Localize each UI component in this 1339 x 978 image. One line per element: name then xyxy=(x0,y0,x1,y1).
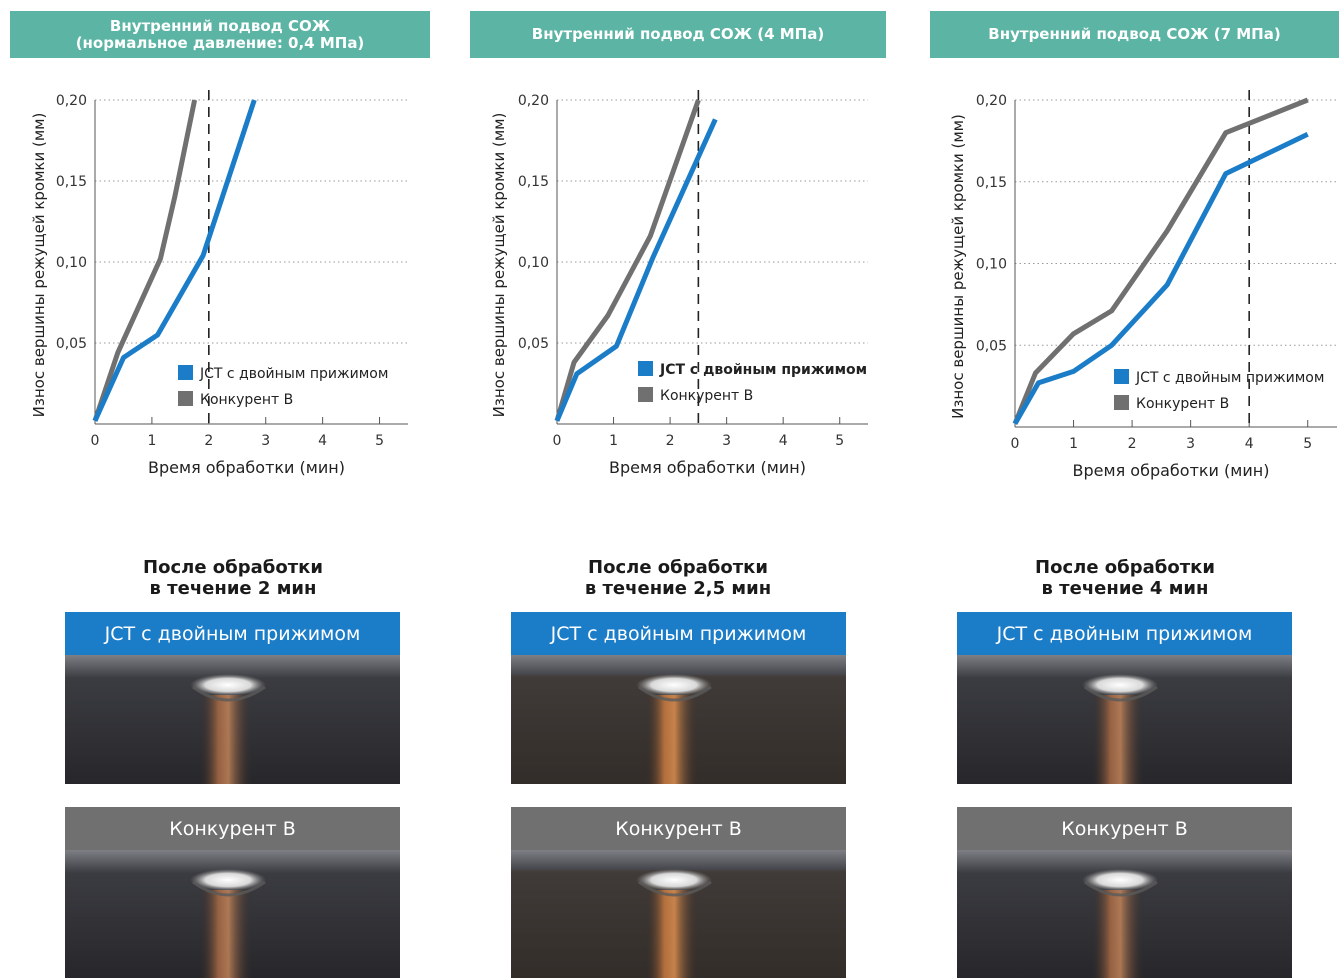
y-tick-label: 0,10 xyxy=(518,255,549,271)
x-tick-label: 5 xyxy=(375,433,384,449)
legend-label: JCT с двойным прижимом xyxy=(1135,370,1324,386)
panel-3-chart: 0,05 0,10 0,15 0,20 0 1 2 3 4 5 JCT с двойным приж… xyxy=(949,90,1337,480)
panel-1-after-title: После обработки в течение 2 мин xyxy=(73,557,393,599)
x-tick-label: 5 xyxy=(835,433,844,449)
x-tick-label: 4 xyxy=(779,433,788,449)
x-tick-label: 1 xyxy=(147,433,156,449)
y-tick-label: 0,10 xyxy=(56,255,87,271)
x-tick-label: 5 xyxy=(1303,436,1312,452)
y-tick-label: 0,10 xyxy=(976,257,1007,273)
legend-swatch xyxy=(178,365,193,380)
panel-3-competitor-photo xyxy=(957,850,1292,978)
x-tick-label: 4 xyxy=(1245,436,1254,452)
y-axis-label: Износ вершины режущей кромки (мм) xyxy=(490,113,508,418)
panel-1-chart: 0,05 0,10 0,15 0,20 0 1 2 3 4 5 JCT с двойным приж… xyxy=(30,90,408,477)
legend-label: JCT с двойным прижимом xyxy=(199,366,388,382)
panel-2-jct-band: JCT с двойным прижимом xyxy=(511,612,846,655)
panel-1-jct-photo xyxy=(65,655,400,784)
x-tick-label: 2 xyxy=(1128,436,1137,452)
x-tick-label: 3 xyxy=(1186,436,1195,452)
legend-swatch xyxy=(1114,369,1129,384)
series-line xyxy=(554,99,701,422)
panel-2-chart: 0,05 0,10 0,15 0,20 0 1 2 3 4 5 JCT с двойным приж… xyxy=(490,90,868,477)
panel-1-competitor-band: Конкурент B xyxy=(65,807,400,850)
series-line xyxy=(92,99,198,422)
series-line xyxy=(92,99,257,422)
x-tick-label: 1 xyxy=(1069,436,1078,452)
legend-swatch xyxy=(638,361,653,376)
series-line xyxy=(1012,97,1309,425)
x-axis-label: Время обработки (мин) xyxy=(609,458,806,477)
panel-3-jct-band: JCT с двойным прижимом xyxy=(957,612,1292,655)
panel-3-jct-photo xyxy=(957,655,1292,784)
y-tick-label: 0,15 xyxy=(976,175,1007,191)
y-axis-label: Износ вершины режущей кромки (мм) xyxy=(30,113,48,418)
x-tick-label: 0 xyxy=(1011,436,1020,452)
panel-3-after-title: После обработки в течение 4 мин xyxy=(965,557,1285,599)
panel-1-after-title-line-1: После обработки xyxy=(143,557,323,578)
panel-3-after-title-line-1: После обработки xyxy=(1035,557,1215,578)
y-tick-label: 0,20 xyxy=(56,93,87,109)
panel-1-jct-band: JCT с двойным прижимом xyxy=(65,612,400,655)
y-tick-label: 0,05 xyxy=(976,338,1007,354)
legend-label: Конкурент B xyxy=(1136,396,1229,412)
y-tick-label: 0,15 xyxy=(518,174,549,190)
panel-3-competitor-band: Конкурент B xyxy=(957,807,1292,850)
series-line xyxy=(1012,132,1309,425)
y-tick-label: 0,15 xyxy=(56,174,87,190)
panel-1-header-line-1: Внутренний подвод СОЖ xyxy=(109,16,331,35)
legend-swatch xyxy=(178,391,193,406)
panel-2-header-line-1: Внутренний подвод СОЖ (4 МПа) xyxy=(531,25,825,43)
panel-2-jct-photo xyxy=(511,655,846,784)
x-axis-label: Время обработки (мин) xyxy=(148,458,345,477)
x-axis-label: Время обработки (мин) xyxy=(1073,461,1270,480)
panel-2-after-title-line-2: в течение 2,5 мин xyxy=(584,578,772,599)
y-axis-label: Износ вершины режущей кромки (мм) xyxy=(949,114,967,419)
panel-2-competitor-photo xyxy=(511,850,846,978)
y-tick-label: 0,05 xyxy=(518,336,549,352)
x-tick-label: 1 xyxy=(609,433,618,449)
x-tick-label: 4 xyxy=(318,433,327,449)
y-tick-label: 0,20 xyxy=(518,93,549,109)
panel-1-header: Внутренний подвод СОЖ (нормальное давлен… xyxy=(10,11,430,58)
y-tick-label: 0,05 xyxy=(56,336,87,352)
panel-1-after-title-line-2: в течение 2 мин xyxy=(149,578,317,599)
panel-2-competitor-band: Конкурент B xyxy=(511,807,846,850)
x-tick-label: 3 xyxy=(261,433,270,449)
y-tick-label: 0,20 xyxy=(976,93,1007,109)
panel-3-header-line-1: Внутренний подвод СОЖ (7 МПа) xyxy=(988,25,1281,43)
series-line xyxy=(554,118,718,422)
legend-swatch xyxy=(638,387,653,402)
x-tick-label: 2 xyxy=(666,433,675,449)
legend-swatch xyxy=(1114,395,1129,410)
legend-label: Конкурент B xyxy=(660,388,753,404)
panel-1-competitor-photo xyxy=(65,850,400,978)
panel-3-header: Внутренний подвод СОЖ (7 МПа) xyxy=(930,11,1339,58)
legend-label: Конкурент B xyxy=(200,392,293,408)
x-tick-label: 3 xyxy=(722,433,731,449)
x-tick-label: 2 xyxy=(204,433,213,449)
x-tick-label: 0 xyxy=(91,433,100,449)
panel-2-after-title-line-1: После обработки xyxy=(588,557,768,578)
panel-2-after-title: После обработки в течение 2,5 мин xyxy=(518,557,838,599)
legend-label: JCT с двойным прижимом xyxy=(659,362,867,378)
x-tick-label: 0 xyxy=(553,433,562,449)
panel-2-header: Внутренний подвод СОЖ (4 МПа) xyxy=(470,11,886,58)
panel-3-after-title-line-2: в течение 4 мин xyxy=(1041,578,1209,599)
panel-1-header-line-2: (нормальное давление: 0,4 МПа) xyxy=(75,33,365,52)
